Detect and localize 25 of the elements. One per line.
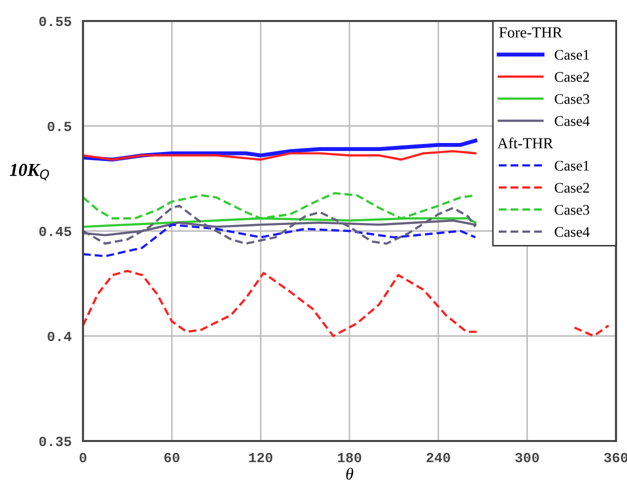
annotation: Aft-THR [497,138,554,148]
x-axis-title: θ [346,468,354,480]
x-tick-label: 120 [249,452,272,462]
x-tick-label: 300 [515,452,539,462]
line-series [83,224,476,258]
y-tick-label: 0.55 [39,16,72,26]
legend-label: Case2 [554,182,589,193]
x-tick-label: 180 [338,452,362,462]
line-series [83,150,476,161]
y-tick-label: 0.45 [39,226,72,236]
legend-title: Fore-THR [499,27,562,38]
legend-label: Case1 [554,50,589,60]
y-tick-label: 0.35 [39,436,72,446]
y-axis-title: 10K$_{Q}$ [10,164,50,180]
legend-label: Case2 [554,72,589,82]
y-tick-label: 0.5 [48,122,72,132]
x-tick-label: 60 [164,452,180,462]
x-tick-label: 240 [426,452,450,462]
legend-label: Case4 [554,227,590,237]
legend-label: Case3 [554,204,590,215]
legend-label: Case3 [554,94,590,104]
y-tick-label: 0.4 [48,332,72,342]
x-tick-label: 0 [80,452,86,462]
legend-label: Case4 [554,116,590,126]
legend-label: Case1 [554,160,589,171]
